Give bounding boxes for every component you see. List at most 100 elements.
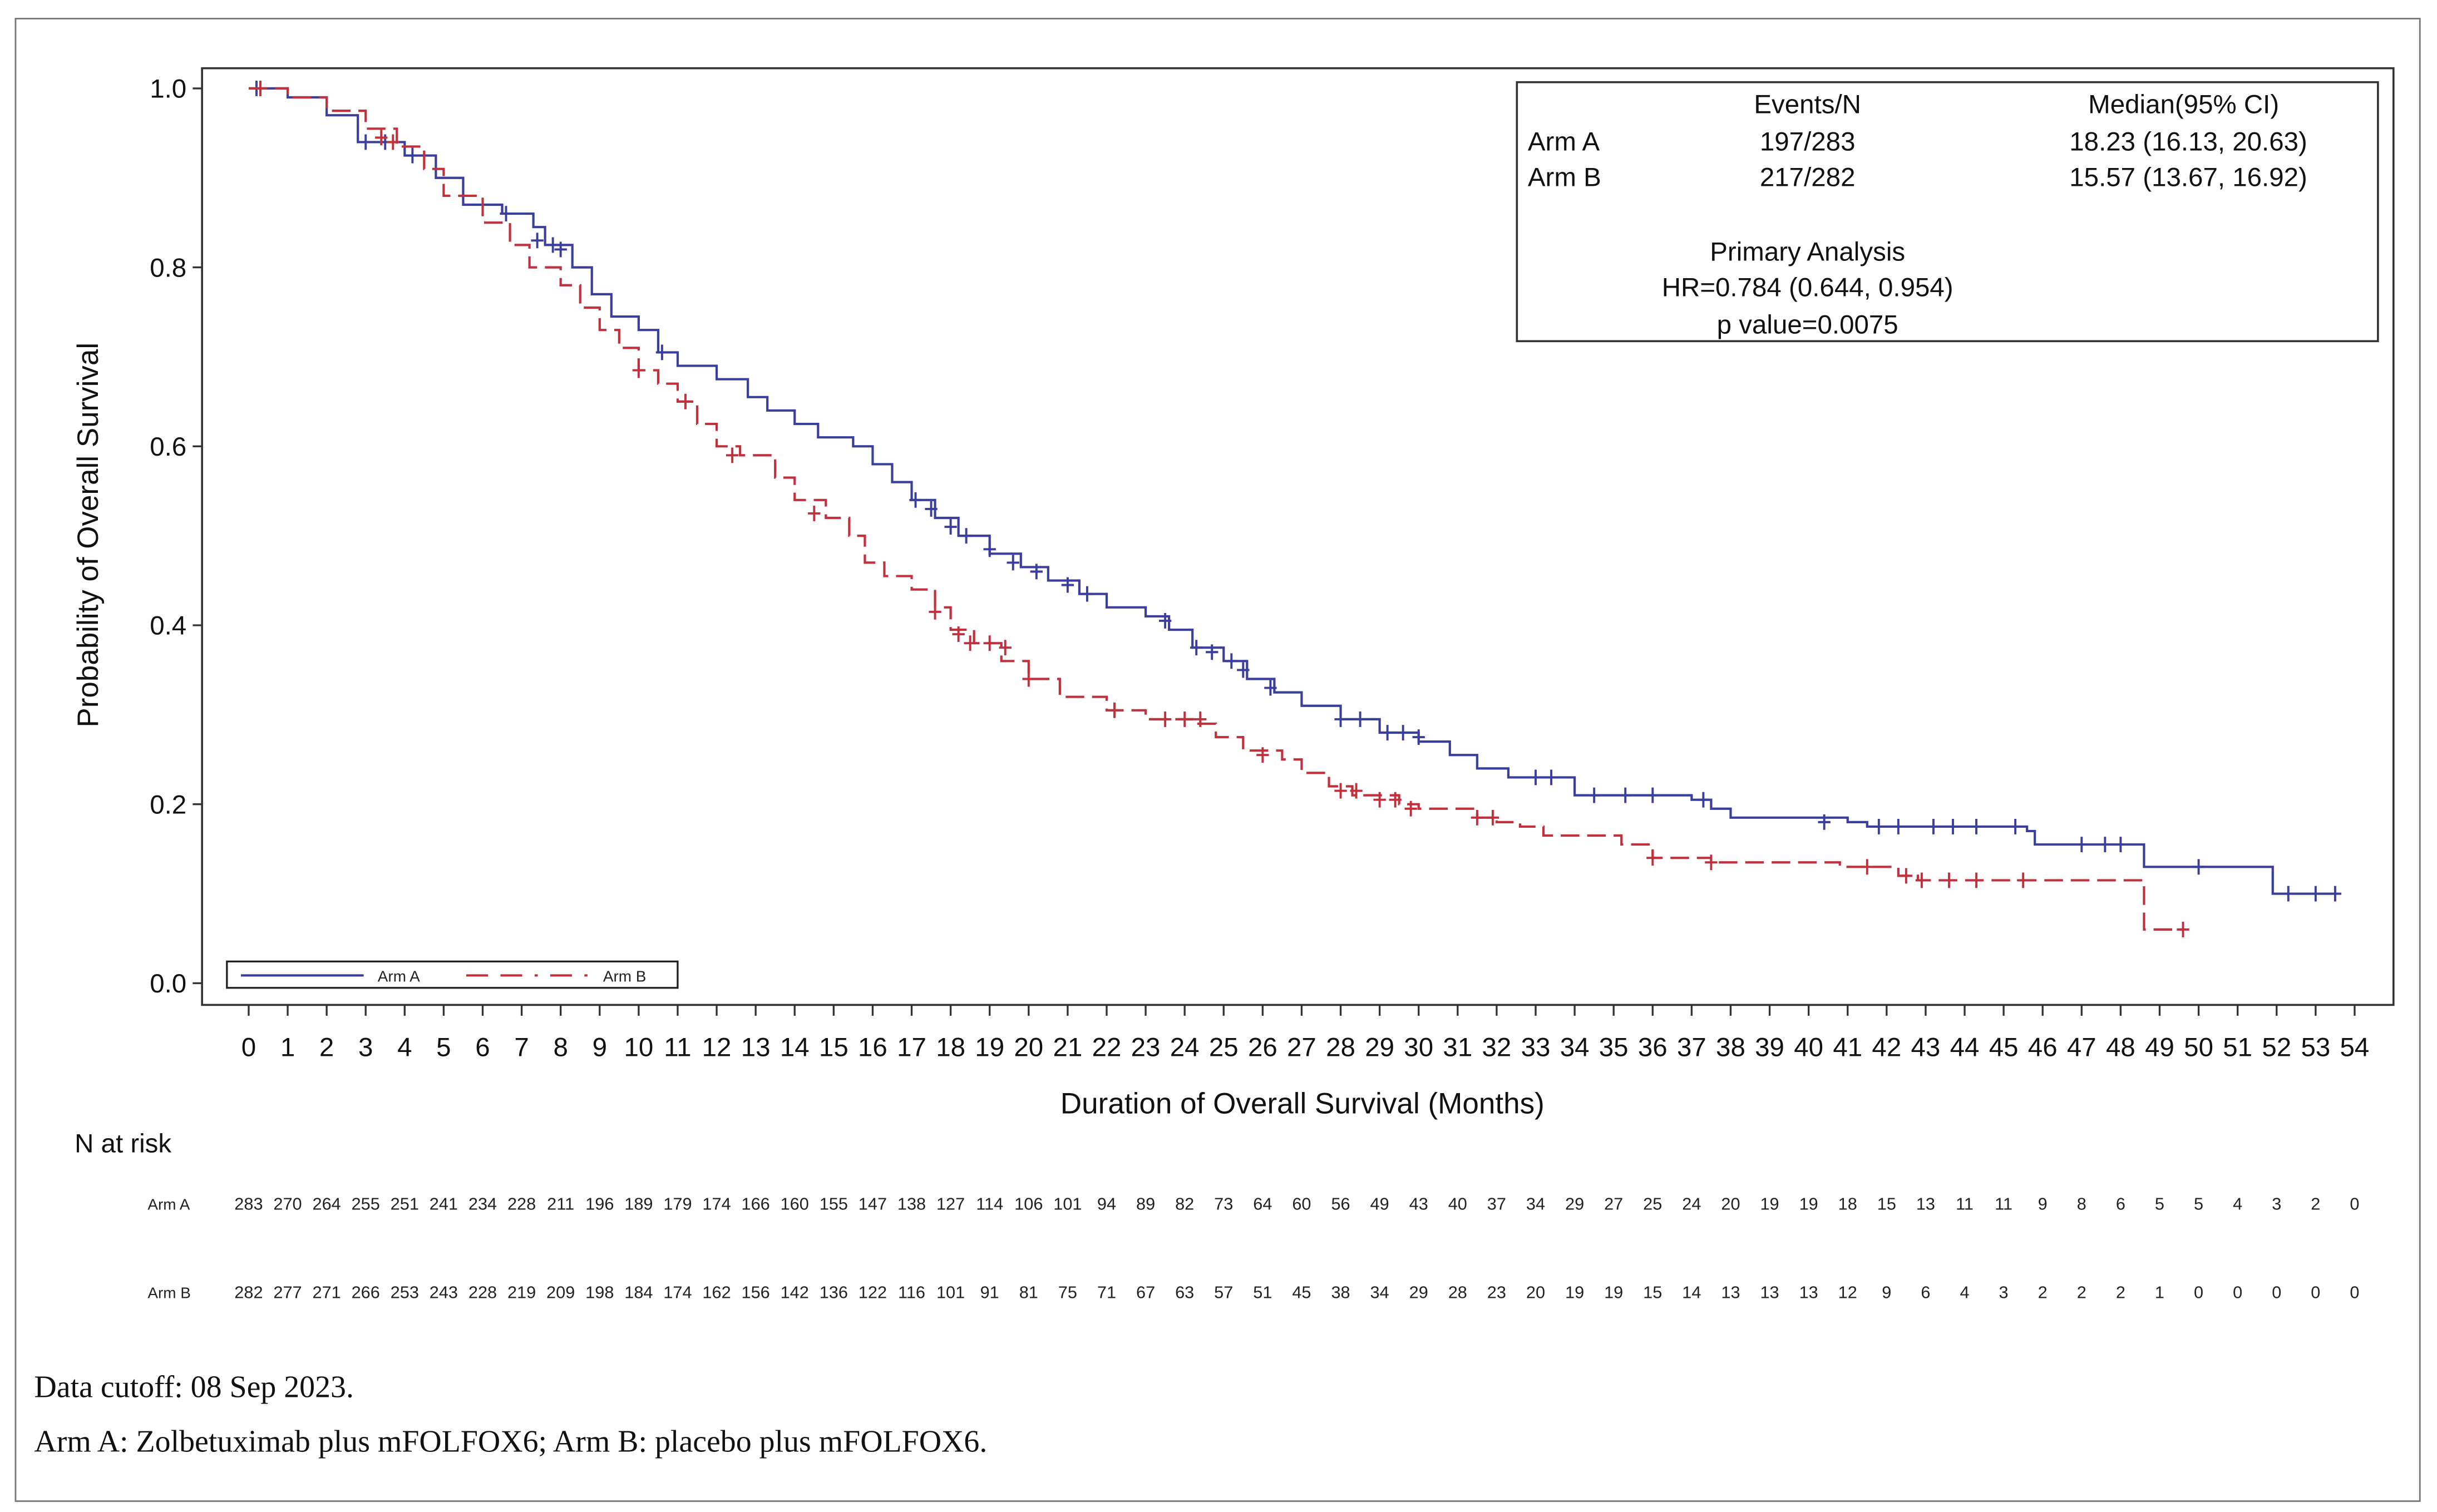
- risk-count-arm-a: 264: [312, 1194, 341, 1213]
- x-axis-title: Duration of Overall Survival (Months): [1060, 1088, 1545, 1120]
- risk-count-arm-b: 156: [742, 1282, 770, 1302]
- x-tick-label: 44: [1950, 1032, 1980, 1062]
- censor-mark-arm-a: [500, 206, 512, 222]
- risk-count-arm-b: 23: [1487, 1282, 1506, 1302]
- x-tick-label: 39: [1755, 1032, 1784, 1062]
- x-tick-label: 35: [1599, 1032, 1629, 1062]
- risk-count-arm-b: 75: [1058, 1282, 1077, 1302]
- stats-arm-a-median: 18.23 (16.13, 20.63): [2069, 127, 2307, 156]
- censor-mark-arm-b: [983, 635, 996, 651]
- risk-count-arm-b: 13: [1721, 1282, 1740, 1302]
- risk-count-arm-a: 5: [2155, 1194, 2164, 1213]
- censor-mark-arm-b: [1705, 854, 1718, 871]
- censor-mark-arm-b: [1646, 850, 1659, 866]
- censor-mark-arm-a: [359, 134, 372, 150]
- risk-count-arm-a: 114: [976, 1194, 1003, 1213]
- risk-count-arm-a: 49: [1370, 1194, 1389, 1213]
- censor-mark-arm-a: [1381, 725, 1394, 740]
- x-tick-label: 53: [2301, 1032, 2330, 1062]
- censor-mark-arm-a: [960, 528, 973, 544]
- x-tick-label: 5: [436, 1032, 451, 1062]
- censor-mark-arm-a: [1158, 613, 1172, 629]
- censor-mark-arm-a: [531, 233, 544, 249]
- censor-mark-arm-b: [999, 640, 1012, 656]
- censor-mark-arm-b: [2016, 872, 2030, 888]
- risk-count-arm-a: 19: [1760, 1194, 1779, 1213]
- x-tick-label: 18: [936, 1032, 965, 1062]
- risk-count-arm-b: 243: [430, 1282, 458, 1302]
- x-tick-label: 7: [514, 1032, 529, 1062]
- risk-count-arm-a: 37: [1487, 1194, 1506, 1213]
- censor-mark-arm-a: [944, 519, 957, 535]
- risk-count-arm-a: 13: [1916, 1194, 1935, 1213]
- risk-count-arm-b: 271: [312, 1282, 341, 1302]
- x-tick-label: 49: [2145, 1032, 2174, 1062]
- y-axis: 0.0 0.2 0.4 0.6 0.8 1.0: [150, 75, 203, 999]
- risk-count-arm-b: 136: [820, 1282, 848, 1302]
- risk-count-arm-a: 15: [1877, 1194, 1896, 1213]
- censor-mark-arm-a: [2309, 886, 2322, 902]
- censor-mark-arm-a: [2009, 818, 2022, 834]
- censor-mark-arm-b: [1486, 809, 1499, 826]
- risk-count-arm-b: 28: [1448, 1282, 1467, 1302]
- censor-mark-arm-b: [2177, 921, 2189, 937]
- stats-hazard-ratio: HR=0.784 (0.644, 0.954): [1662, 273, 1953, 302]
- censor-mark-arm-a: [2282, 886, 2295, 902]
- censor-mark-arm-a: [1927, 818, 1940, 834]
- risk-count-arm-b: 3: [1999, 1282, 2009, 1302]
- risk-count-arm-a: 101: [1053, 1194, 1082, 1213]
- risk-count-arm-a: 174: [702, 1194, 731, 1213]
- x-tick-label: 33: [1521, 1032, 1551, 1062]
- legend-label-arm-b: Arm B: [603, 968, 647, 985]
- censor-mark-arm-b: [964, 635, 976, 651]
- risk-count-arm-b: 1: [2155, 1282, 2164, 1302]
- censor-mark-arm-a: [1646, 787, 1659, 803]
- censor-mark-arm-a: [1225, 653, 1238, 669]
- risk-count-arm-a: 82: [1175, 1194, 1194, 1213]
- censor-mark-arm-b: [1022, 671, 1035, 687]
- risk-count-arm-b: 38: [1331, 1282, 1350, 1302]
- x-tick-label: 2: [319, 1032, 334, 1062]
- censor-mark-arm-a: [1397, 725, 1409, 740]
- censor-mark-arm-b: [632, 362, 645, 378]
- risk-count-arm-b: 116: [898, 1282, 925, 1302]
- risk-count-arm-a: 56: [1331, 1194, 1350, 1213]
- risk-row-label-arm-b: Arm B: [147, 1284, 191, 1301]
- risk-count-arm-b: 34: [1370, 1282, 1389, 1302]
- risk-count-arm-b: 0: [2233, 1282, 2242, 1302]
- risk-count-arm-a: 2: [2311, 1194, 2320, 1213]
- censor-mark-arm-a: [909, 492, 922, 508]
- risk-count-arm-a: 18: [1838, 1194, 1857, 1213]
- x-tick-label: 34: [1560, 1032, 1590, 1062]
- risk-count-arm-a: 64: [1253, 1194, 1272, 1213]
- censor-mark-arm-a: [2099, 837, 2112, 853]
- censor-mark-arm-a: [2075, 837, 2088, 853]
- censor-mark-arm-a: [1007, 555, 1019, 571]
- censor-mark-arm-a: [1081, 586, 1094, 602]
- y-tick-label: 0.8: [150, 253, 186, 283]
- risk-count-arm-b: 2: [2038, 1282, 2048, 1302]
- x-tick-label: 40: [1794, 1032, 1823, 1062]
- risk-count-arm-b: 57: [1214, 1282, 1233, 1302]
- x-tick-label: 27: [1287, 1032, 1316, 1062]
- x-tick-label: 11: [664, 1032, 691, 1062]
- risk-count-arm-a: 241: [430, 1194, 458, 1213]
- censor-mark-arm-a: [1970, 818, 1983, 834]
- risk-count-arm-a: 40: [1448, 1194, 1467, 1213]
- censor-mark-arm-b: [375, 130, 388, 146]
- risk-count-arm-a: 24: [1682, 1194, 1701, 1213]
- risk-count-arm-b: 63: [1175, 1282, 1194, 1302]
- censor-mark-arm-b: [1471, 809, 1484, 826]
- risk-count-arm-b: 67: [1136, 1282, 1155, 1302]
- risk-count-arm-a: 73: [1214, 1194, 1233, 1213]
- risk-count-arm-b: 282: [234, 1282, 263, 1302]
- risk-count-arm-b: 209: [546, 1282, 575, 1302]
- risk-count-arm-a: 255: [352, 1194, 380, 1213]
- stats-arm-a-label: Arm A: [1528, 127, 1600, 156]
- risk-count-arm-b: 219: [507, 1282, 536, 1302]
- x-tick-label: 31: [1443, 1032, 1472, 1062]
- stats-header-events: Events/N: [1754, 90, 1861, 120]
- x-tick-label: 13: [741, 1032, 771, 1062]
- risk-count-arm-b: 20: [1526, 1282, 1545, 1302]
- censor-mark-arm-a: [1946, 818, 1960, 834]
